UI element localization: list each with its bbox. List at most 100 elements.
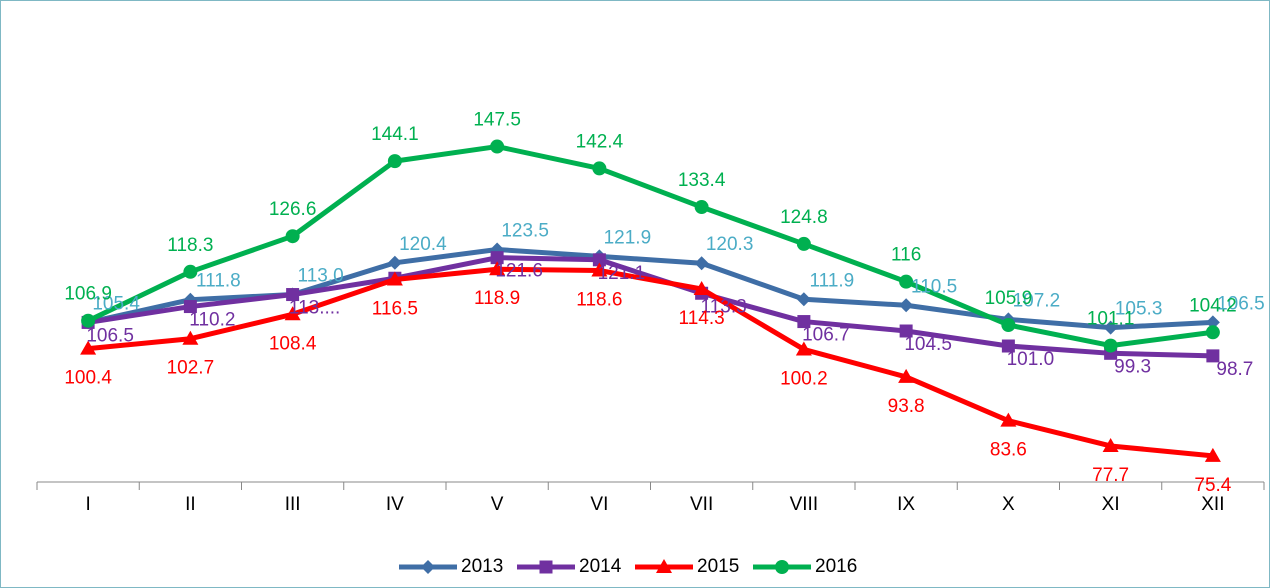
data-label: 147.5 xyxy=(473,110,521,131)
marker xyxy=(80,340,97,355)
legend-label: 2015 xyxy=(697,556,739,577)
legend-label: 2013 xyxy=(461,556,503,577)
x-tick-label: I xyxy=(85,494,90,515)
marker xyxy=(656,559,672,573)
marker xyxy=(539,560,553,574)
marker xyxy=(797,315,811,329)
data-label: 121.6 xyxy=(495,261,543,282)
marker xyxy=(387,255,402,270)
marker xyxy=(286,288,300,302)
data-label: 123.5 xyxy=(501,221,549,242)
marker xyxy=(490,139,505,154)
marker xyxy=(592,253,606,267)
marker xyxy=(796,292,811,307)
data-label: 93.8 xyxy=(888,396,925,417)
marker xyxy=(387,154,402,169)
marker xyxy=(421,560,435,574)
data-label: 106.9 xyxy=(64,284,112,305)
x-tick-label: VII xyxy=(690,494,713,515)
series-line xyxy=(87,266,1214,459)
data-label: 111.9 xyxy=(810,270,855,291)
marker xyxy=(183,300,197,314)
data-label: 105.4 xyxy=(92,293,140,314)
marker xyxy=(694,256,709,271)
marker xyxy=(284,306,301,321)
marker xyxy=(1206,349,1220,363)
data-label: 110.5 xyxy=(911,276,957,297)
marker xyxy=(1001,339,1015,353)
data-label: 144.1 xyxy=(371,124,419,145)
x-tick-label: II xyxy=(185,494,196,515)
marker xyxy=(490,251,504,265)
marker xyxy=(1000,412,1017,427)
data-label: 108.4 xyxy=(269,333,317,354)
marker xyxy=(81,313,96,328)
data-label: 114.3 xyxy=(679,308,725,329)
marker xyxy=(591,262,608,277)
marker xyxy=(285,229,300,244)
marker xyxy=(1103,320,1118,335)
x-tick-label: V xyxy=(491,494,504,515)
marker xyxy=(1205,315,1220,330)
series xyxy=(80,261,1221,462)
data-label: 75.4 xyxy=(1194,475,1231,496)
data-label: 120.3 xyxy=(706,234,754,255)
x-tick-label: IX xyxy=(897,494,915,515)
series xyxy=(81,139,1220,353)
legend: 2013 2014 2015 2016 xyxy=(399,556,857,577)
x-tick-label: XI xyxy=(1102,494,1120,515)
data-label: 116 xyxy=(891,245,921,266)
data-label: 101.0 xyxy=(1007,349,1055,370)
x-tick-label: VI xyxy=(590,494,608,515)
marker xyxy=(899,274,914,289)
data-label: 101.1 xyxy=(1087,309,1135,330)
data-label: 100.2 xyxy=(780,368,828,389)
x-tick-label: VIII xyxy=(790,494,819,515)
marker xyxy=(693,280,710,295)
marker xyxy=(795,341,812,356)
data-label: 106.7 xyxy=(802,325,850,346)
data-label: 116.5 xyxy=(372,299,418,320)
data-label: 83.6 xyxy=(990,440,1027,461)
marker xyxy=(898,368,915,383)
data-label: 124.8 xyxy=(780,207,828,228)
data-label: 110.2 xyxy=(189,310,235,331)
data-label: 133.4 xyxy=(678,170,726,191)
marker xyxy=(694,200,709,215)
marker xyxy=(796,236,811,251)
marker xyxy=(182,330,199,345)
series-line xyxy=(87,255,1213,359)
data-label: 106.5 xyxy=(1217,293,1265,314)
marker xyxy=(775,560,789,574)
marker xyxy=(899,298,914,313)
x-tick-label: XII xyxy=(1201,494,1224,515)
data-label: 98.7 xyxy=(1216,359,1253,380)
marker xyxy=(1204,447,1221,462)
data-label: 113.3 xyxy=(701,296,747,317)
data-label: 104.2 xyxy=(1189,295,1237,316)
data-label: 77.7 xyxy=(1092,465,1129,486)
marker xyxy=(1103,338,1118,353)
marker xyxy=(183,264,198,279)
data-label: 105.3 xyxy=(1115,299,1163,320)
data-label: 102.7 xyxy=(167,358,215,379)
marker xyxy=(489,261,506,276)
data-label: 121.9 xyxy=(604,227,652,248)
data-label: 126.6 xyxy=(269,199,317,220)
data-label: 106.5 xyxy=(86,325,134,346)
marker xyxy=(1205,325,1220,340)
data-label: 105.9 xyxy=(985,288,1033,309)
marker xyxy=(1001,317,1016,332)
marker xyxy=(386,271,403,286)
data-label: 107.2 xyxy=(1013,290,1061,311)
marker xyxy=(592,161,607,176)
data-label: 113.... xyxy=(289,298,340,319)
data-label: 142.4 xyxy=(576,131,624,152)
marker xyxy=(899,324,913,338)
data-label: 111.8 xyxy=(196,271,241,292)
data-label: 99.3 xyxy=(1114,356,1151,377)
legend-label: 2016 xyxy=(815,556,857,577)
series-line xyxy=(87,144,1214,349)
